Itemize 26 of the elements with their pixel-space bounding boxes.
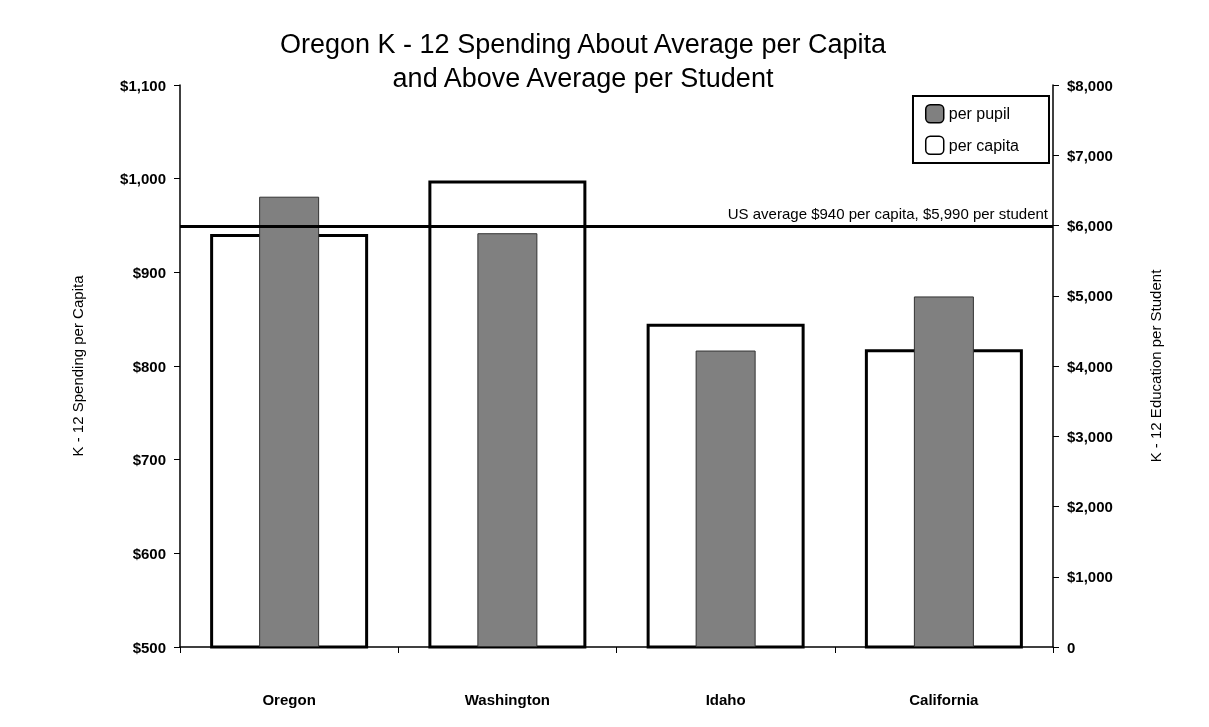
y-axis-title: K - 12 Spending per Capita [69, 274, 86, 457]
y2-tick-label: $1,000 [1067, 568, 1113, 586]
y-tick-label: $1,100 [120, 76, 166, 94]
y-tick-label: $800 [132, 357, 166, 375]
y2-tick-label: $7,000 [1067, 146, 1113, 164]
ref-line-label: US average $940 per capita, $5,990 per student [727, 205, 1049, 223]
legend-label: per pupil [948, 105, 1011, 123]
y-tick-label: $500 [132, 638, 166, 656]
x-tick-label: Oregon [262, 691, 316, 708]
y2-tick-label: $5,000 [1067, 287, 1113, 305]
x-tick-label: Idaho [705, 691, 746, 708]
y-tick-label: $900 [132, 263, 166, 281]
chart-title: Oregon K - 12 Spending About Average per Capita and Above Average per Student [280, 29, 887, 93]
x-tick-label: California [909, 691, 980, 708]
y-tick-label: $1,000 [120, 170, 166, 188]
x-tick-label: Washington [464, 691, 551, 708]
y2-axis-title: K - 12 Education per Student [1147, 268, 1164, 463]
y2-tick-label: $4,000 [1067, 357, 1113, 375]
y2-tick-label: $8,000 [1067, 76, 1113, 94]
y-tick-label: $600 [132, 544, 166, 562]
y2-tick-label: 0 [1067, 638, 1076, 656]
y2-tick-label: $3,000 [1067, 427, 1113, 445]
legend-label: per capita [948, 136, 1020, 154]
y-tick-label: $700 [132, 451, 166, 469]
y2-tick-label: $2,000 [1067, 498, 1113, 515]
y2-tick-label: $6,000 [1067, 217, 1113, 234]
